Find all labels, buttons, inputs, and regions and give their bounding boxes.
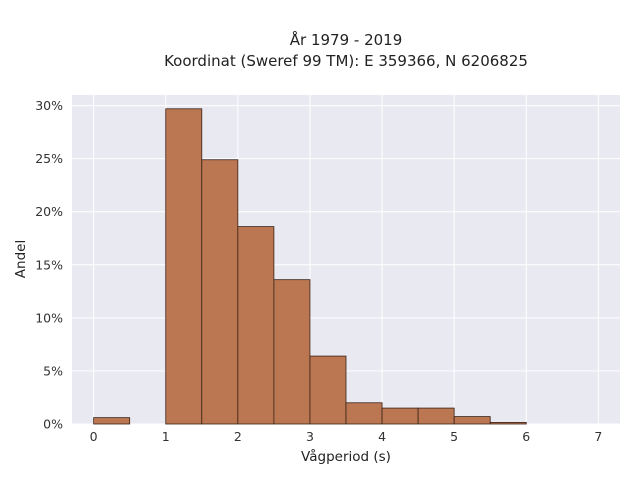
- histogram-bar: [93, 417, 131, 425]
- histogram-bar: [165, 108, 203, 425]
- x-tick-label: 4: [378, 429, 386, 444]
- chart-title-line-2: Koordinat (Sweref 99 TM): E 359366, N 62…: [164, 52, 528, 70]
- y-axis-ticks: 0% 5% 10% 15% 20% 25% 30%: [35, 98, 63, 431]
- y-tick-label: 5%: [43, 363, 63, 378]
- histogram-bar: [453, 416, 491, 425]
- x-axis-label: Vågperiod (s): [301, 448, 391, 465]
- histogram-bar: [273, 279, 311, 425]
- histogram-bar: [201, 159, 239, 425]
- histogram-bar: [309, 355, 347, 425]
- y-tick-label: 0%: [43, 417, 63, 432]
- x-tick-label: 2: [234, 429, 242, 444]
- histogram-bar: [489, 422, 527, 425]
- histogram-bars: [93, 108, 527, 425]
- y-tick-label: 10%: [35, 310, 63, 325]
- x-tick-label: 5: [450, 429, 458, 444]
- x-tick-label: 0: [90, 429, 98, 444]
- histogram-bar: [237, 226, 275, 425]
- x-tick-label: 1: [162, 429, 170, 444]
- x-axis-ticks: 0 1 2 3 4 5 6 7: [90, 429, 603, 444]
- y-axis-label: Andel: [13, 240, 29, 278]
- x-tick-label: 6: [522, 429, 530, 444]
- x-tick-label: 3: [306, 429, 314, 444]
- y-tick-label: 30%: [35, 98, 63, 113]
- x-tick-label: 7: [594, 429, 602, 444]
- y-tick-label: 15%: [35, 257, 63, 272]
- histogram-bar: [345, 402, 383, 425]
- histogram-bar: [381, 407, 419, 425]
- chart-title-line-1: År 1979 - 2019: [290, 30, 403, 49]
- histogram-bar: [417, 407, 455, 425]
- y-tick-label: 20%: [35, 204, 63, 219]
- y-tick-label: 25%: [35, 151, 63, 166]
